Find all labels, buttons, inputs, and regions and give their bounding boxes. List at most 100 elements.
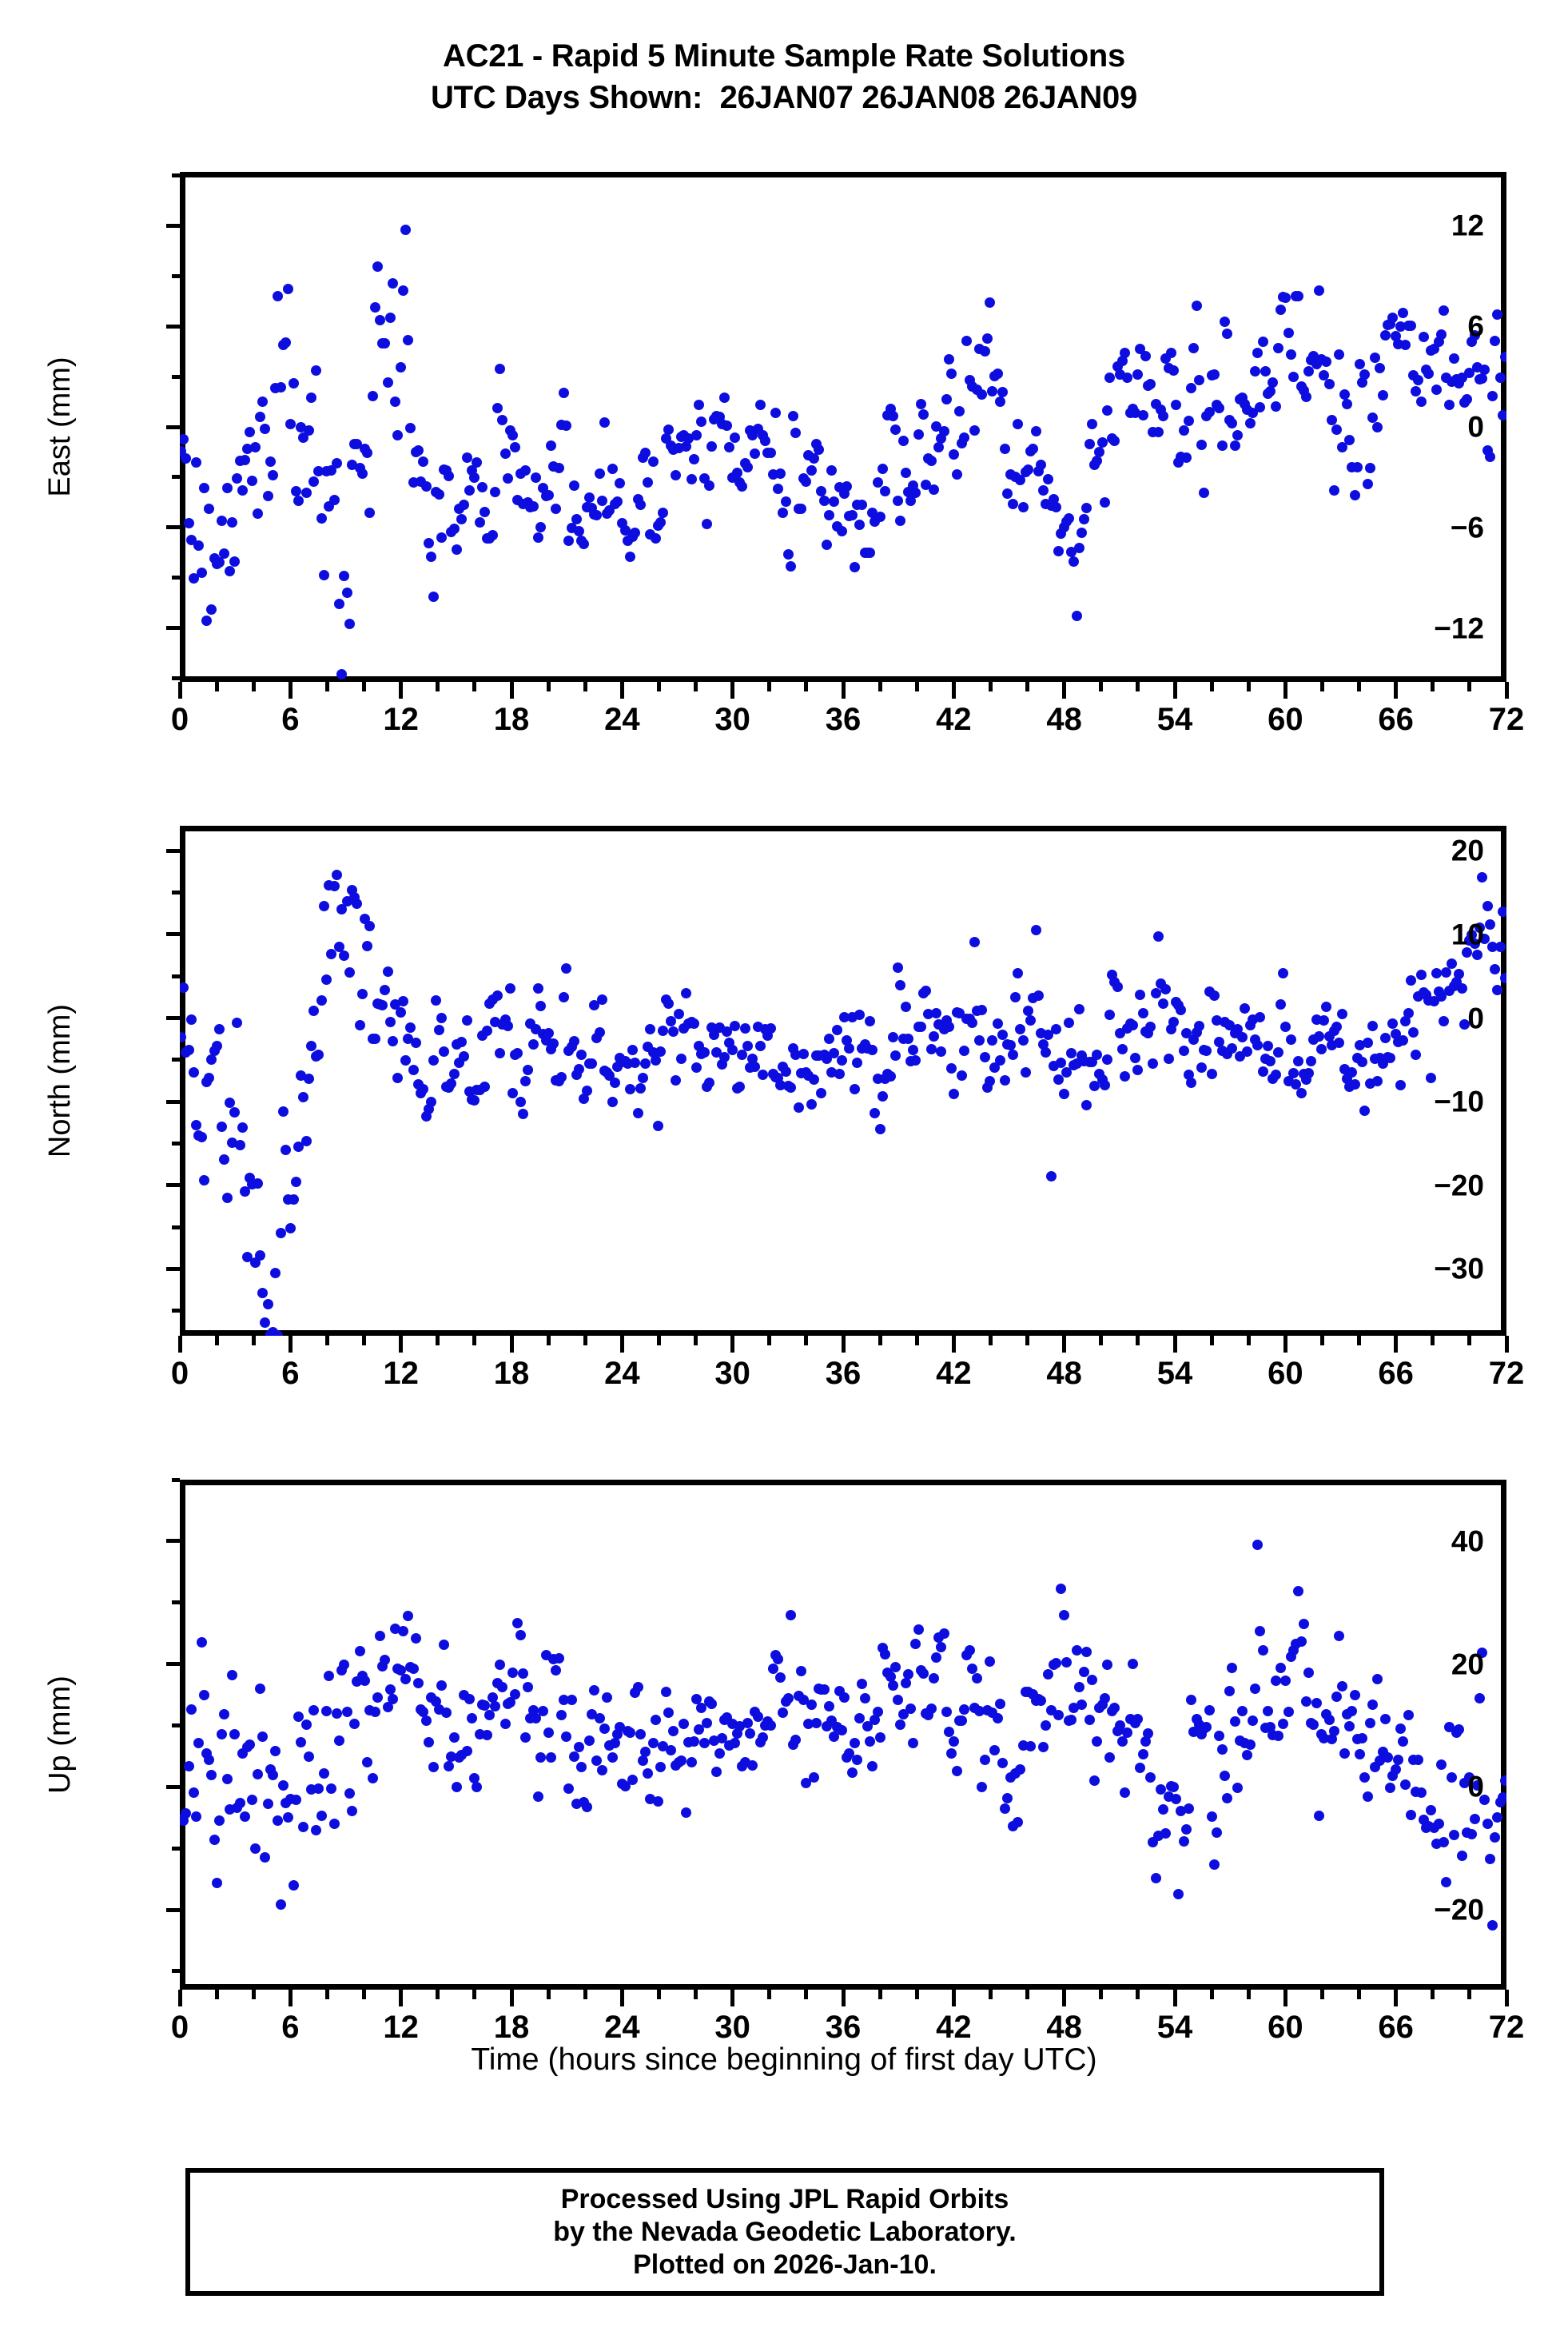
data-point: [1405, 974, 1416, 986]
data-point: [686, 1757, 697, 1768]
data-point: [369, 302, 380, 313]
data-point: [558, 991, 569, 1002]
data-point: [895, 1719, 906, 1730]
data-point: [553, 463, 564, 474]
data-point: [1176, 1004, 1187, 1015]
data-point: [734, 1081, 746, 1092]
data-point: [1359, 1105, 1371, 1116]
data-point: [1000, 1075, 1011, 1086]
data-point: [260, 1851, 271, 1863]
y-minor-tick-up: [172, 1723, 180, 1727]
data-point: [273, 1329, 284, 1336]
data-point: [775, 1672, 786, 1684]
data-point: [318, 900, 329, 911]
data-point: [561, 962, 572, 974]
data-point: [1334, 349, 1345, 361]
data-point: [778, 1707, 789, 1718]
data-point: [1038, 484, 1049, 496]
data-point: [1398, 1034, 1409, 1046]
data-point: [900, 467, 911, 478]
data-point: [436, 1680, 447, 1692]
data-point: [1439, 1016, 1450, 1027]
data-point: [1464, 1771, 1475, 1783]
data-point: [1268, 377, 1279, 389]
data-point: [563, 535, 575, 546]
data-point: [1206, 1068, 1217, 1079]
x-tick-north-2: [399, 1336, 404, 1353]
data-point: [744, 1728, 755, 1739]
data-point: [870, 1714, 881, 1725]
data-point: [994, 1699, 1005, 1709]
y-tick-north-2: [166, 1016, 180, 1021]
data-point: [959, 1046, 970, 1057]
data-point: [1066, 1047, 1077, 1058]
data-point: [1081, 502, 1092, 513]
data-point: [823, 509, 834, 520]
data-point: [921, 985, 932, 996]
x-minor-tick-up: [878, 1990, 882, 1999]
x-minor-tick-north: [1319, 1336, 1324, 1345]
data-point: [1214, 1731, 1225, 1742]
data-point: [951, 1766, 962, 1777]
data-point: [666, 1016, 677, 1027]
data-point: [688, 1018, 699, 1029]
data-point: [1400, 340, 1411, 351]
data-point: [313, 1049, 324, 1060]
data-point: [196, 567, 207, 578]
data-point: [469, 472, 480, 484]
data-point: [1092, 1049, 1103, 1060]
x-tick-label-up-0: 0: [170, 2010, 189, 2045]
data-point: [786, 1082, 797, 1094]
data-point: [846, 1767, 858, 1779]
data-point: [977, 1005, 988, 1016]
data-point: [561, 1731, 572, 1742]
data-point: [635, 1082, 646, 1094]
data-point: [818, 495, 830, 506]
data-point: [977, 389, 988, 400]
data-point: [1336, 1009, 1347, 1020]
data-point: [384, 1017, 396, 1028]
data-point: [1275, 1663, 1286, 1674]
x-tick-east-8: [1062, 682, 1067, 699]
data-point: [412, 445, 424, 456]
data-point: [1329, 1725, 1340, 1736]
data-point: [854, 1010, 866, 1021]
data-point: [943, 1021, 954, 1032]
x-tick-east-11: [1394, 682, 1399, 699]
data-point: [275, 382, 286, 393]
data-point: [1199, 487, 1210, 498]
y-minor-tick-up: [172, 1846, 180, 1851]
data-point: [1462, 393, 1473, 404]
data-point: [1086, 1674, 1097, 1685]
data-point: [574, 1064, 585, 1075]
data-point: [491, 403, 503, 414]
data-point: [436, 532, 447, 544]
y-minor-tick-east: [172, 676, 180, 681]
data-point: [854, 1713, 866, 1724]
data-point: [1398, 307, 1409, 318]
data-point: [992, 368, 1003, 379]
x-tick-label-east-12: 72: [1488, 702, 1525, 737]
data-point: [507, 1667, 519, 1678]
data-point: [579, 538, 590, 549]
data-point: [985, 1076, 996, 1087]
data-point: [1191, 300, 1202, 311]
y-minor-tick-east: [172, 173, 180, 177]
data-point: [1295, 1636, 1307, 1647]
x-minor-tick-up: [1357, 1990, 1362, 1999]
x-minor-tick-north: [436, 1336, 440, 1345]
data-point: [326, 1783, 337, 1795]
data-point: [1490, 335, 1501, 346]
y-tick-up-0: [166, 1539, 180, 1544]
x-minor-tick-north: [804, 1336, 809, 1345]
data-point: [392, 1073, 404, 1084]
x-minor-tick-east: [472, 682, 477, 691]
data-point: [1094, 446, 1105, 457]
x-tick-label-east-8: 48: [1046, 702, 1082, 737]
data-point: [941, 1706, 952, 1717]
data-point: [1334, 1037, 1345, 1048]
data-point: [1293, 290, 1304, 301]
data-point: [635, 500, 646, 511]
data-point: [594, 1713, 605, 1724]
data-point: [910, 1055, 921, 1066]
